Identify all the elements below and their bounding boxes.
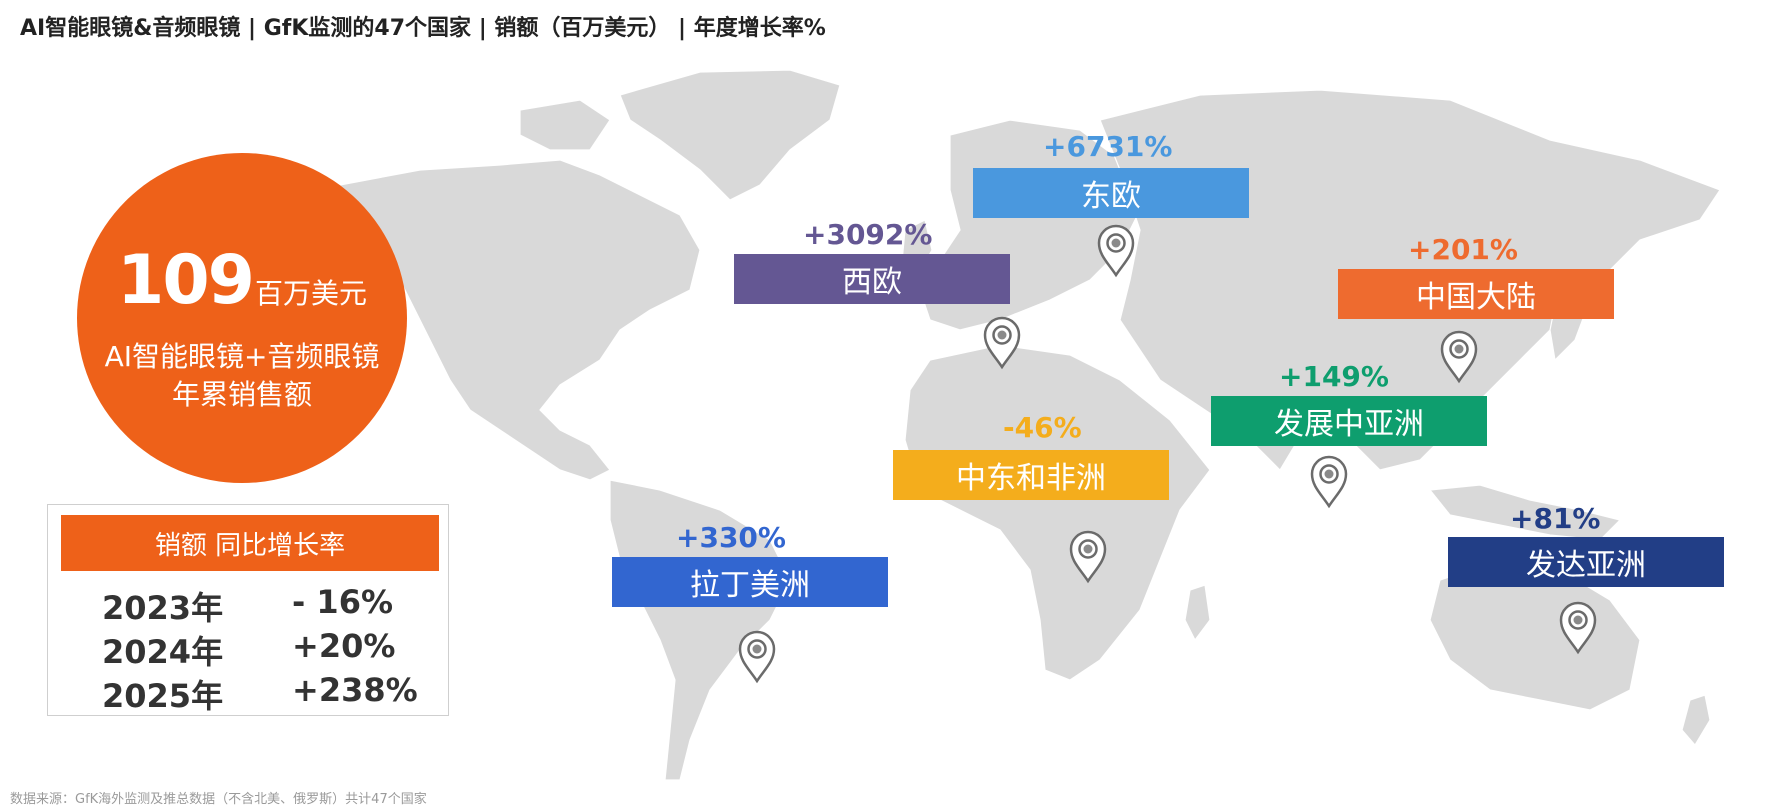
- north-america-shape: [339, 159, 701, 481]
- region-growth-value: -46%: [1003, 411, 1082, 444]
- region-label-box: 发展中亚洲: [1211, 396, 1487, 446]
- yoy-year: 2023年: [102, 589, 224, 627]
- region-label-box: 拉丁美洲: [612, 557, 888, 607]
- yoy-rate: +20%: [292, 627, 396, 665]
- total-sales-circle: 109百万美元 AI智能眼镜+音频眼镜 年累销售额: [77, 153, 407, 483]
- yoy-rate: +238%: [292, 671, 418, 709]
- africa-shape: [904, 344, 1211, 681]
- total-sales-value: 109: [117, 241, 255, 320]
- sea-islands-shape: [1428, 484, 1622, 541]
- madagascar-shape: [1184, 584, 1211, 642]
- total-sales-product: AI智能眼镜+音频眼镜: [104, 340, 380, 373]
- region-label-box: 西欧: [734, 254, 1010, 304]
- region-label-box: 东欧: [973, 168, 1249, 218]
- region-growth-value: +81%: [1510, 502, 1601, 535]
- region-label-box: 发达亚洲: [1448, 537, 1724, 587]
- total-sales-label: 年累销售额: [171, 378, 312, 411]
- region-growth-value: +201%: [1408, 233, 1518, 266]
- greenland-shape: [619, 69, 841, 201]
- total-sales-unit: 百万美元: [254, 277, 367, 310]
- yoy-row: 2024年 +20%: [102, 627, 422, 671]
- page-title: AI智能眼镜&音频眼镜 | GfK监测的47个国家 | 销额（百万美元） | 年…: [20, 16, 826, 41]
- yoy-year: 2025年: [102, 677, 224, 715]
- yoy-rate: - 16%: [292, 583, 394, 621]
- yoy-row: 2025年 +238%: [102, 671, 422, 715]
- yoy-growth-table: 销额 同比增长率 2023年 - 16% 2024年 +20% 2025年 +2…: [47, 504, 449, 716]
- region-growth-value: +6731%: [1043, 130, 1173, 163]
- region-growth-value: +3092%: [803, 218, 933, 251]
- region-growth-value: +330%: [676, 521, 786, 554]
- arctic-islands-shape: [519, 99, 611, 151]
- yoy-row: 2023年 - 16%: [102, 583, 422, 627]
- region-growth-value: +149%: [1279, 360, 1389, 393]
- yoy-year: 2024年: [102, 633, 224, 671]
- new-zealand-shape: [1681, 694, 1711, 747]
- yoy-growth-header: 销额 同比增长率: [61, 515, 439, 571]
- region-label-box: 中国大陆: [1338, 269, 1614, 319]
- region-label-box: 中东和非洲: [893, 450, 1169, 500]
- data-source-footnote: 数据来源：GfK海外监测及推总数据（不含北美、俄罗斯）共计47个国家: [10, 792, 427, 807]
